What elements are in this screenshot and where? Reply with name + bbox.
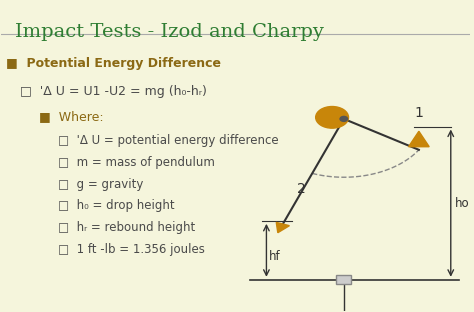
Circle shape — [316, 106, 348, 128]
Text: □  h₀ = drop height: □ h₀ = drop height — [58, 199, 174, 212]
Text: ■  Potential Energy Difference: ■ Potential Energy Difference — [6, 57, 221, 70]
Text: Impact Tests - Izod and Charpy: Impact Tests - Izod and Charpy — [16, 23, 324, 41]
Text: □  'Δ U = U1 -U2 = mg (h₀-hᵣ): □ 'Δ U = U1 -U2 = mg (h₀-hᵣ) — [20, 85, 207, 98]
Text: 2: 2 — [297, 182, 306, 196]
Text: hf: hf — [269, 250, 281, 263]
Circle shape — [340, 116, 347, 121]
FancyBboxPatch shape — [336, 275, 351, 284]
Text: □  m = mass of pendulum: □ m = mass of pendulum — [58, 156, 215, 169]
Text: □  1 ft -lb = 1.356 joules: □ 1 ft -lb = 1.356 joules — [58, 243, 205, 256]
Text: □  'Δ U = potential energy difference: □ 'Δ U = potential energy difference — [58, 134, 278, 147]
Text: □  hᵣ = rebound height: □ hᵣ = rebound height — [58, 221, 195, 234]
Text: ho: ho — [455, 197, 469, 210]
Text: 1: 1 — [414, 106, 423, 120]
Text: □  g = gravity: □ g = gravity — [58, 178, 143, 191]
Polygon shape — [276, 222, 290, 233]
Text: ■  Where:: ■ Where: — [39, 110, 103, 123]
Polygon shape — [409, 131, 429, 147]
